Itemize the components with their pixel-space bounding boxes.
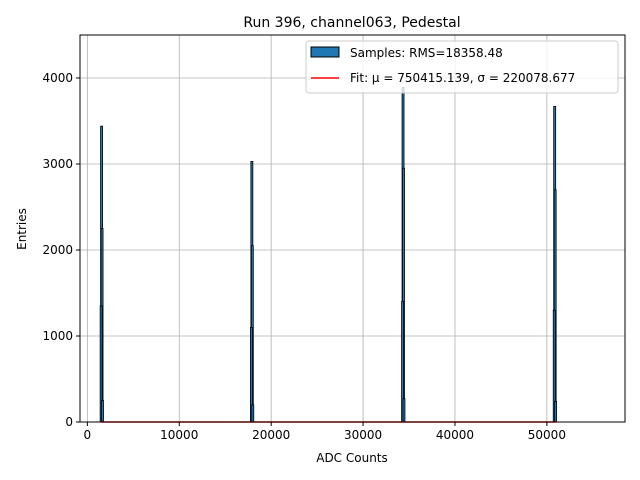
plot-frame <box>79 34 626 423</box>
histogram-bars <box>99 87 558 423</box>
x-axis-ticks: 0 10000 20000 30000 40000 50000 <box>84 422 566 442</box>
histogram-bar <box>402 398 406 423</box>
x-tick-label: 30000 <box>344 428 382 442</box>
x-axis-label: ADC Counts <box>316 451 388 465</box>
legend-samples-label: Samples: RMS=18358.48 <box>350 46 503 60</box>
y-axis-ticks: 0 1000 2000 3000 4000 <box>42 71 80 429</box>
y-axis-label: Entries <box>15 208 29 250</box>
y-tick-label: 1000 <box>42 329 73 343</box>
x-tick-label: 50000 <box>528 428 566 442</box>
y-tick-label: 4000 <box>42 71 73 85</box>
legend: Samples: RMS=18358.48 Fit: μ = 750415.13… <box>305 40 619 94</box>
legend-box <box>305 40 619 94</box>
y-tick-label: 2000 <box>42 243 73 257</box>
x-tick-label: 40000 <box>436 428 474 442</box>
x-tick-label: 10000 <box>160 428 198 442</box>
x-tick-label: 20000 <box>252 428 290 442</box>
x-tick-label: 0 <box>84 428 92 442</box>
histogram-bar <box>251 404 255 423</box>
histogram-bar <box>101 400 104 423</box>
legend-samples-swatch <box>310 46 340 58</box>
y-tick-label: 0 <box>65 415 73 429</box>
legend-fit-label: Fit: μ = 750415.139, σ = 220078.677 <box>350 71 575 85</box>
chart-title: Run 396, channel063, Pedestal <box>243 15 460 31</box>
y-tick-label: 3000 <box>42 157 73 171</box>
histogram-bar <box>554 400 558 423</box>
